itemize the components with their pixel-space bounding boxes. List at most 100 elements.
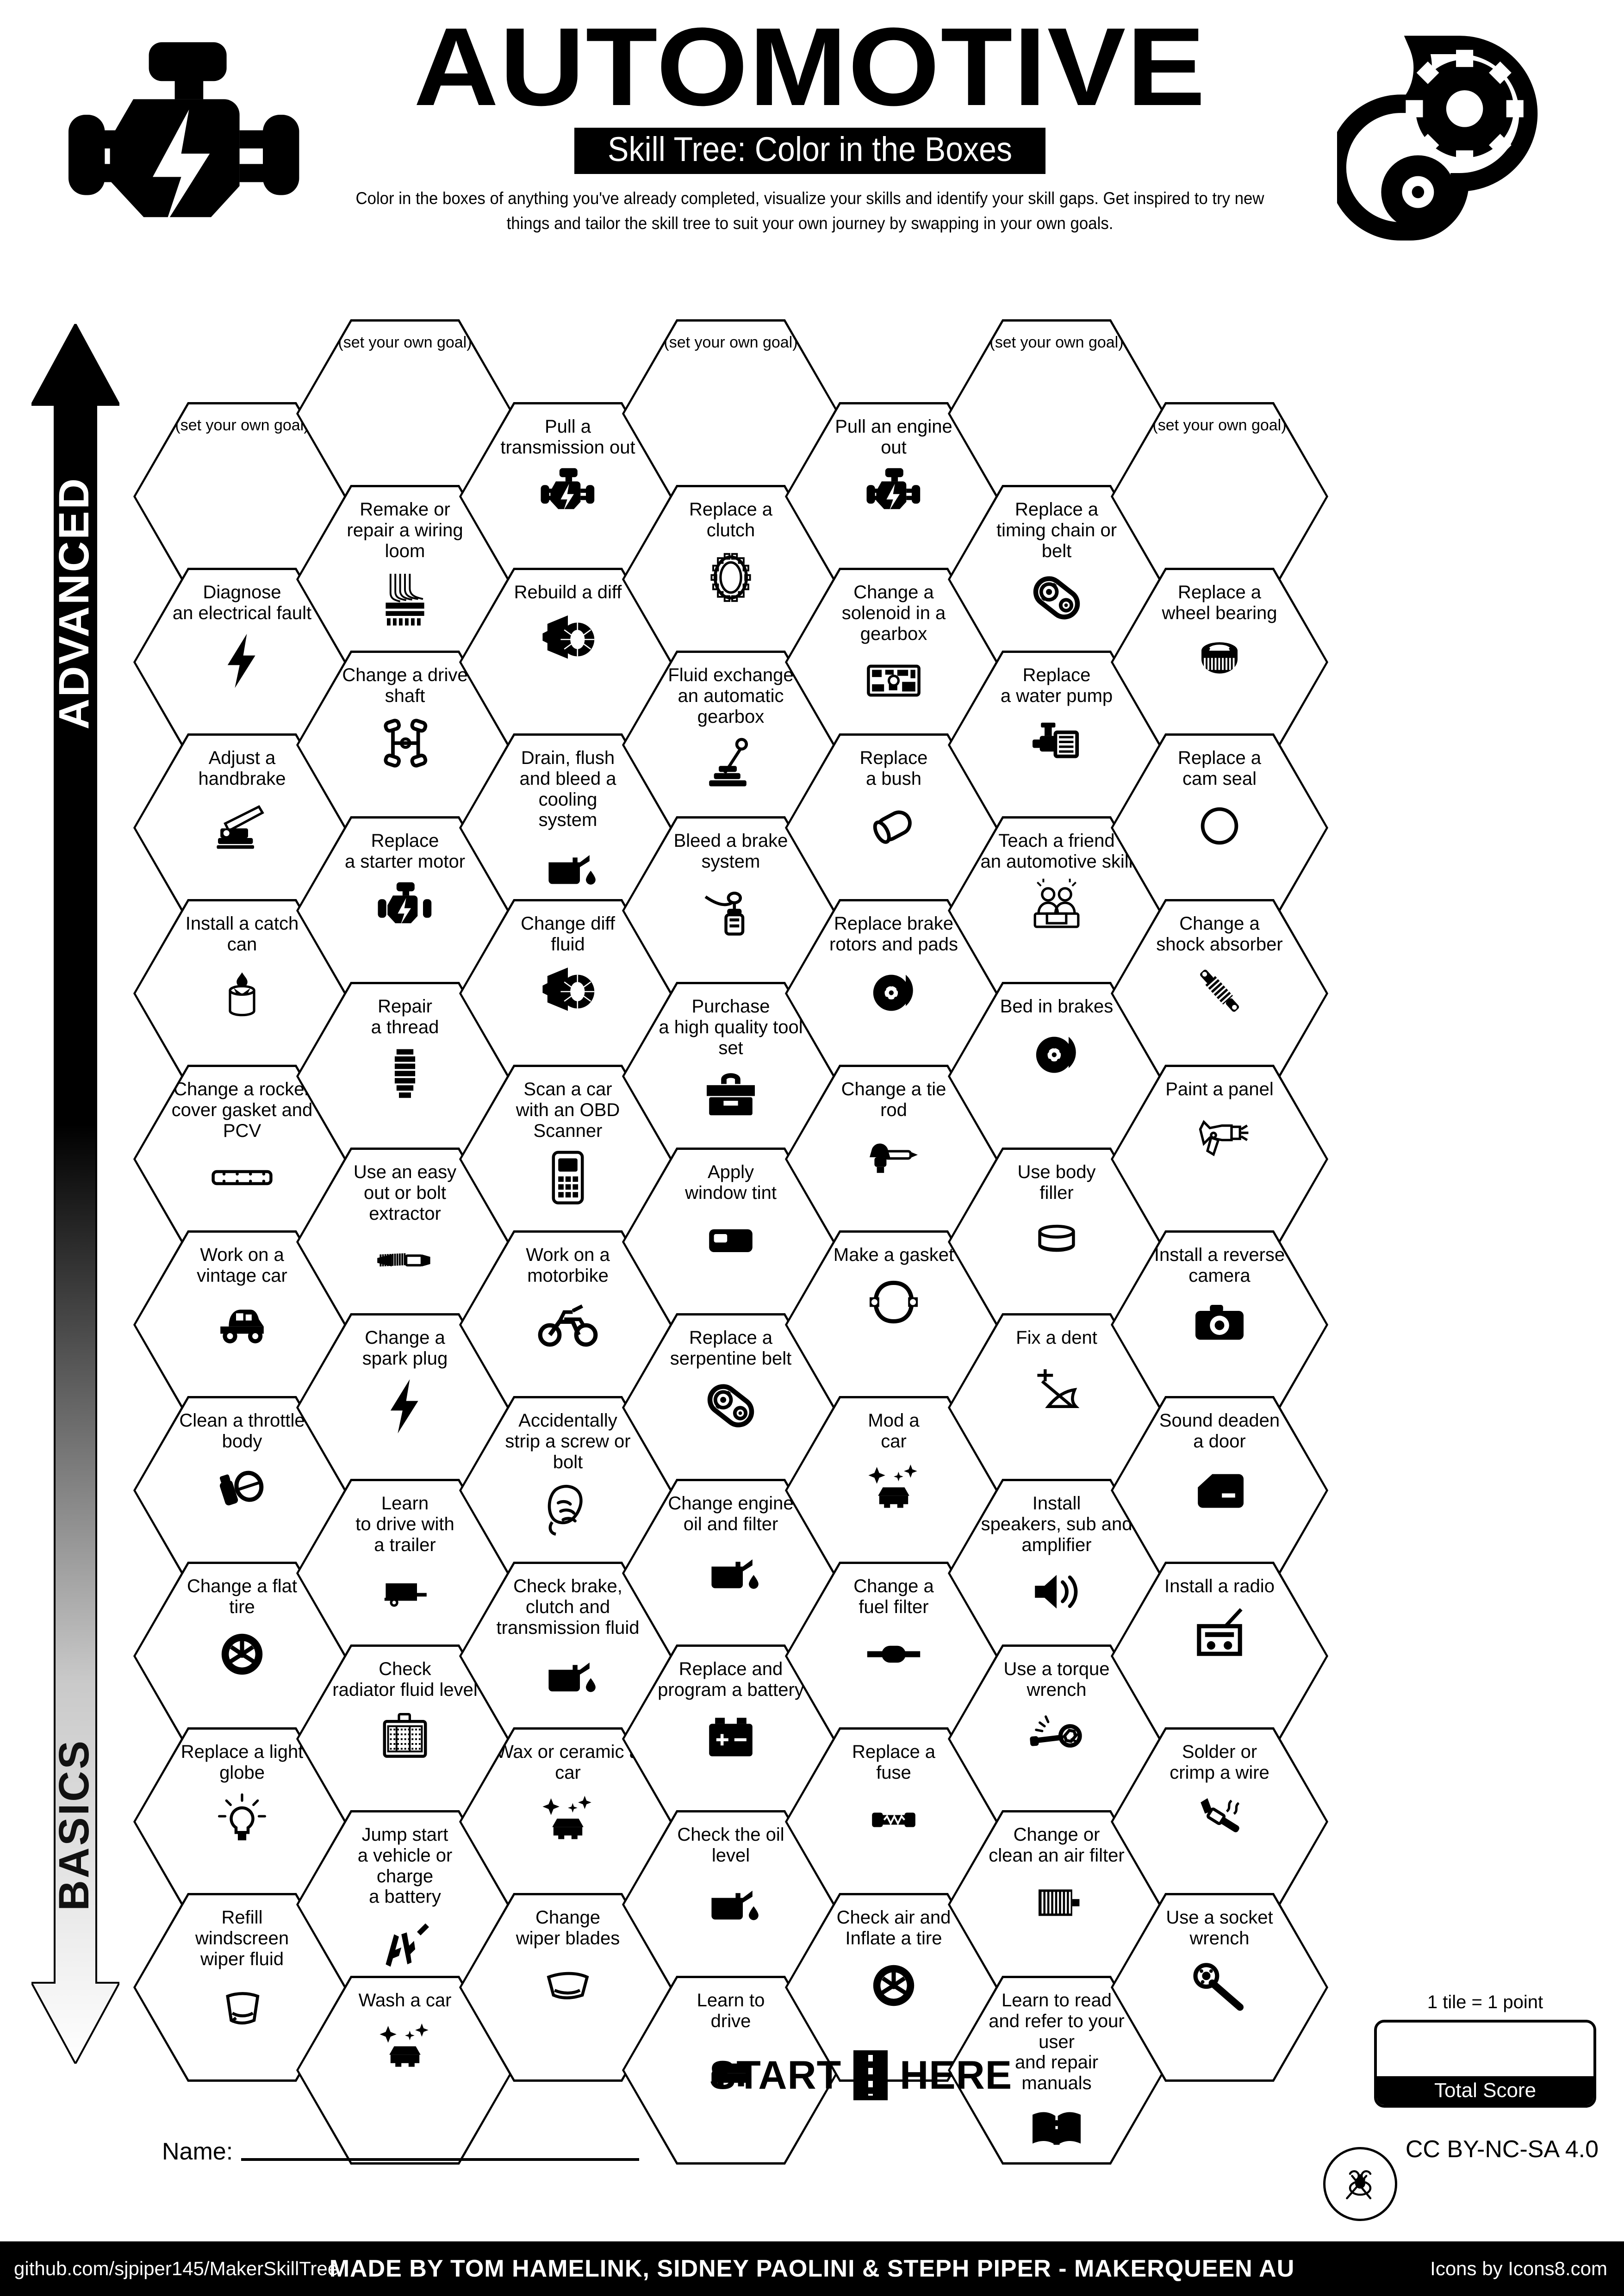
diff-icon	[531, 609, 605, 670]
window-tint-icon	[694, 1210, 768, 1270]
skill-hex-label: (set your own goal)	[1152, 416, 1287, 434]
total-score-box[interactable]: 1 tile = 1 point Total Score	[1374, 1992, 1596, 2108]
speaker-icon	[1020, 1562, 1094, 1622]
skill-hex-label: Apply window tint	[685, 1162, 777, 1203]
filler-tub-icon	[1020, 1210, 1094, 1270]
subtitle-banner: Skill Tree: Color in the Boxes	[574, 128, 1046, 174]
skill-hex-label: Replace a cam seal	[1177, 748, 1262, 789]
page-header: AUTOMOTIVE Skill Tree: Color in the Boxe…	[0, 0, 1624, 305]
drive-shaft-icon	[368, 713, 442, 773]
engine-icon	[531, 465, 605, 525]
skill-hex-tile[interactable]: Install a radio	[1111, 1562, 1328, 1750]
license-text: CC BY-NC-SA 4.0	[1405, 2136, 1599, 2163]
skill-hex-label: Replace a light globe	[180, 1742, 304, 1783]
car-icon	[694, 2038, 768, 2098]
oil-can-icon	[694, 1541, 768, 1601]
fuel-filter-icon	[857, 1624, 931, 1684]
car-sparkle-icon	[368, 2017, 442, 2078]
skill-hex-label: Scan a car with an OBD Scanner	[516, 1079, 620, 1141]
score-frame[interactable]: Total Score	[1374, 2020, 1596, 2108]
skill-hex-label: Replace a bush	[859, 748, 928, 789]
wiring-loom-icon	[368, 568, 442, 628]
battery-icon	[694, 1707, 768, 1767]
start-here-marker: START HERE	[685, 2050, 1037, 2101]
skill-hex-label: Work on a motorbike	[526, 1245, 610, 1286]
brake-rotor-icon	[857, 962, 931, 1022]
here-label: HERE	[900, 2053, 1013, 2097]
skill-hex-label: Check air and Inflate a tire	[836, 1907, 951, 1948]
timing-belt-icon	[1020, 568, 1094, 628]
skill-hex-label: Install a radio	[1164, 1576, 1275, 1596]
skill-hex-label: Replace and program a battery	[658, 1659, 804, 1700]
skill-hex-label: Check the oil level	[677, 1824, 784, 1866]
teach-icon	[1020, 878, 1094, 939]
skill-hex-label: Pull an engine out	[835, 416, 952, 458]
skill-hex-body: Replace a cam seal	[1113, 736, 1326, 920]
name-input-line[interactable]	[241, 2158, 640, 2161]
skill-hex-body: Use a socket wrench	[1113, 1895, 1326, 2079]
page-footer: github.com/sjpiper145/MakerSkillTree MAD…	[0, 2241, 1624, 2296]
skill-hex-label: Use a torque wrench	[1003, 1659, 1110, 1700]
wheel-icon	[205, 1624, 279, 1684]
skill-hex-label: Repair a thread	[371, 996, 439, 1037]
skill-hex-body: Paint a panel	[1113, 1067, 1326, 1251]
jumper-cables-icon	[368, 1914, 442, 1974]
skill-hex-tile[interactable]: Replace a fuse	[785, 1727, 1002, 1916]
shock-absorber-icon	[1182, 962, 1257, 1022]
skill-hex-body: (set your own goal)	[1113, 404, 1326, 589]
skill-hex-label: Pull a transmission out	[500, 416, 635, 458]
bush-icon	[857, 796, 931, 856]
skill-hex-label: Purchase a high quality tool set	[659, 996, 803, 1058]
trailer-icon	[368, 1562, 442, 1622]
starter-motor-icon	[368, 879, 442, 939]
skill-hex-label: Fix a dent	[1016, 1328, 1097, 1348]
skill-hex-label: Solder or crimp a wire	[1170, 1742, 1269, 1783]
skill-hex-label: Jump start a vehicle or charge a battery	[357, 1824, 453, 1907]
start-label: START	[709, 2053, 842, 2097]
skill-hex-tile[interactable]: Replace brake rotors and pads	[785, 899, 1002, 1088]
skill-hex-label: Change or clean an air filter	[989, 1824, 1125, 1866]
skill-hex-label: Replace a wheel bearing	[1162, 582, 1277, 623]
footer-credits: MADE BY TOM HAMELINK, SIDNEY PAOLINI & S…	[329, 2255, 1295, 2282]
engine-icon	[857, 465, 931, 525]
footer-icon-credit[interactable]: Icons by Icons8.com	[1430, 2258, 1607, 2279]
skill-hex-label: Wax or ceramic a car	[496, 1742, 640, 1783]
bolt-extractor-icon	[368, 1230, 442, 1291]
skill-hex-body: Install a radio	[1113, 1564, 1326, 1748]
skill-hex-label: Replace a starter motor	[344, 831, 466, 872]
thread-icon	[368, 1044, 442, 1105]
skill-hex-tile[interactable]: Replace a light globe	[133, 1727, 351, 1916]
skill-hex-label: Learn to drive	[697, 1990, 765, 2031]
skill-hex-body: Change a shock absorber	[1113, 901, 1326, 1086]
skill-hex-label: Use a socket wrench	[1166, 1907, 1273, 1948]
name-field[interactable]: Name:	[162, 2138, 640, 2166]
skill-hex-label: Diagnose an electrical fault	[172, 582, 312, 623]
radiator-icon	[368, 1707, 442, 1767]
air-filter-icon	[1020, 1873, 1094, 1933]
solenoid-icon	[857, 651, 931, 711]
catch-can-icon	[205, 962, 279, 1022]
skill-hex-label: Bleed a brake system	[673, 831, 788, 872]
skill-hex-label: Replace a serpentine belt	[670, 1328, 792, 1369]
wheel-bearing-icon	[1182, 630, 1257, 690]
skill-hex-label: Adjust a handbrake	[198, 748, 286, 789]
socket-wrench-icon	[1182, 1955, 1257, 2016]
skill-hex-label: Learn to read and refer to your user and r…	[989, 1990, 1125, 2094]
car-door-icon	[1182, 1458, 1257, 1519]
skill-hex-label: Change a solenoid in a gearbox	[841, 582, 946, 644]
difficulty-axis: ADVANCED BASICS	[30, 322, 121, 2066]
skill-hex-label: (set your own goal)	[338, 334, 472, 351]
skill-hex-label: Bed in brakes	[1000, 996, 1114, 1017]
footer-repo-link[interactable]: github.com/sjpiper145/MakerSkillTree	[14, 2258, 339, 2279]
total-score-label: Total Score	[1377, 2076, 1593, 2105]
skill-hex-label: Change a drive shaft	[342, 665, 468, 706]
skill-hex-label: Sound deaden a door	[1159, 1410, 1280, 1452]
timing-belt-icon	[694, 1376, 768, 1436]
skill-hex-label: Install speakers, sub and amplifier	[981, 1493, 1132, 1555]
skill-hex-body: Replace a wheel bearing	[1113, 570, 1326, 754]
description-text: Color in the boxes of anything you've al…	[355, 189, 1264, 233]
diff-icon	[531, 962, 605, 1022]
wiper-blade-icon	[531, 1955, 605, 2016]
skill-hex-label: Remake or repair a wiring loom	[347, 499, 463, 561]
skill-hex-label: Learn to drive with a trailer	[355, 1493, 454, 1555]
